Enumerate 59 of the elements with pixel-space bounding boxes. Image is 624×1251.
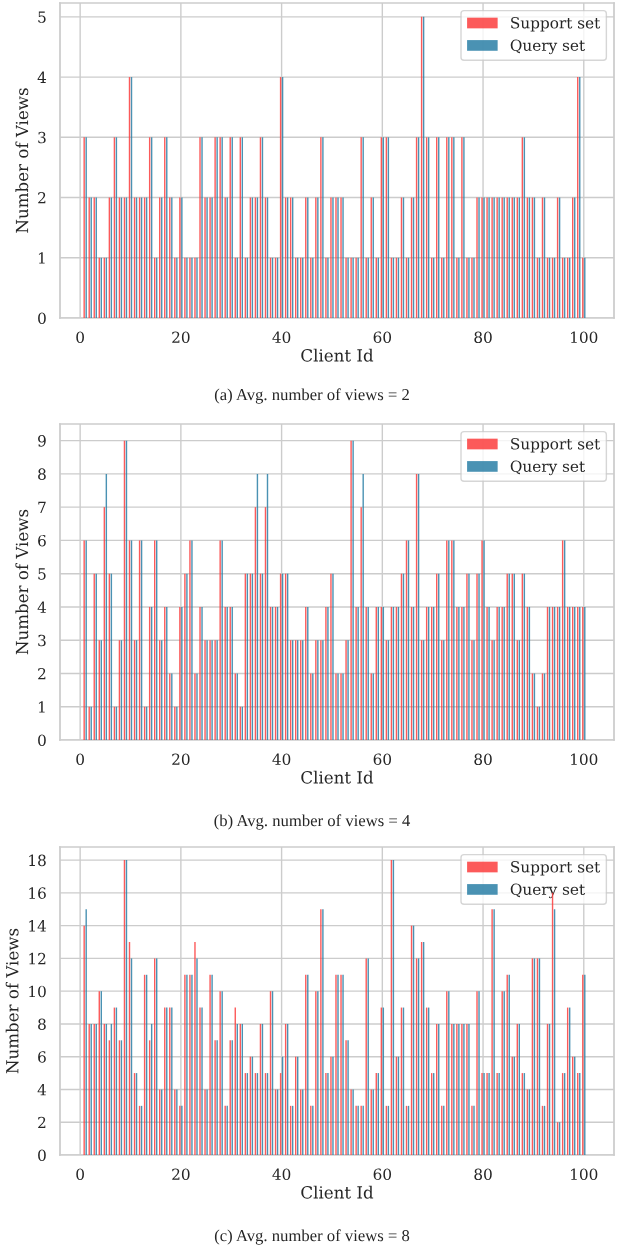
- x-tick-label: 100: [571, 753, 598, 766]
- y-tick-label: 9: [38, 435, 46, 447]
- x-tick-label: 40: [272, 331, 291, 344]
- text: (c) Avg. number of views = 8: [214, 1229, 410, 1245]
- x-tick-label: 40: [272, 753, 291, 766]
- y-axis-title: Number of Views: [5, 928, 19, 1074]
- y-tick-label: 1: [38, 252, 45, 264]
- y-axis-title: Number of Views: [15, 88, 29, 233]
- x-tick-label: 0: [76, 753, 84, 766]
- x-tick-label: 100: [571, 331, 598, 344]
- legend-label: Query set: [510, 39, 585, 55]
- y-tick-label: 2: [38, 192, 46, 204]
- y-tick-label: 6: [38, 534, 46, 547]
- y-tick-label: 0: [38, 312, 46, 325]
- y-tick-label: 1: [38, 701, 45, 713]
- y-tick-label: 6: [38, 1051, 46, 1063]
- legend-label: Query set: [510, 460, 585, 476]
- y-tick-label: 4: [37, 601, 47, 613]
- x-axis-title: Client Id: [301, 1185, 374, 1199]
- x-tick-label: 60: [373, 331, 392, 344]
- y-tick-label: 2: [38, 1116, 46, 1129]
- x-tick-label: 0: [76, 331, 84, 344]
- x-tick-label: 80: [474, 753, 492, 766]
- y-tick-label: 2: [38, 667, 46, 680]
- y-axis-title: Number of Views: [15, 509, 29, 655]
- legend-label: Support set: [511, 438, 601, 453]
- y-tick-label: 4: [37, 1083, 47, 1096]
- text: (b) Avg. number of views = 4: [214, 814, 411, 830]
- x-tick-label: 20: [172, 1168, 190, 1181]
- x-tick-label: 100: [571, 1168, 598, 1181]
- y-tick-label: 5: [38, 11, 46, 23]
- x-tick-label: 60: [373, 1168, 392, 1181]
- x-tick-label: 20: [172, 331, 190, 344]
- x-tick-label: 80: [474, 331, 492, 344]
- x-tick-label: 60: [373, 753, 392, 766]
- y-tick-label: 16: [29, 887, 46, 899]
- x-axis-title: Client Id: [301, 770, 374, 784]
- y-tick-label: 12: [29, 952, 46, 965]
- y-tick-label: 10: [29, 985, 46, 998]
- x-tick-label: 40: [272, 1168, 291, 1181]
- legend-label: Support set: [511, 17, 601, 32]
- y-tick-label: 18: [29, 854, 46, 867]
- text: (a) Avg. number of views = 2: [214, 388, 409, 404]
- y-tick-label: 3: [38, 131, 46, 144]
- x-tick-label: 20: [172, 753, 190, 766]
- legend-label: Support set: [511, 861, 601, 876]
- x-tick-label: 0: [76, 1168, 84, 1181]
- y-tick-label: 7: [38, 501, 46, 513]
- y-tick-label: 0: [38, 1149, 46, 1162]
- y-tick-label: 0: [38, 734, 46, 747]
- y-tick-label: 8: [38, 468, 46, 480]
- x-tick-label: 80: [474, 1168, 492, 1181]
- y-tick-label: 4: [37, 71, 47, 83]
- y-tick-label: 5: [38, 568, 46, 580]
- legend-label: Query set: [510, 883, 585, 899]
- y-tick-label: 8: [38, 1018, 46, 1030]
- x-axis-title: Client Id: [301, 348, 374, 362]
- y-tick-label: 14: [29, 920, 47, 932]
- y-tick-label: 3: [38, 634, 46, 647]
